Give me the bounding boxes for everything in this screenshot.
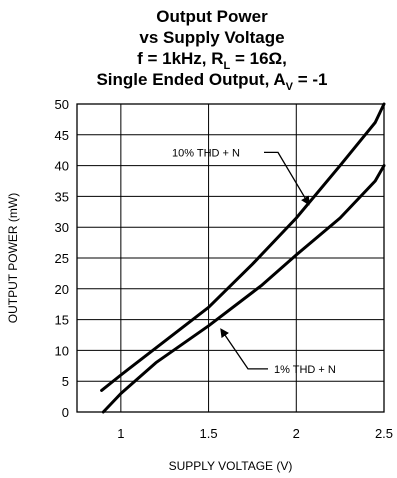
y-axis-label: OUTPUT POWER (mW) [6, 193, 20, 323]
plot-area-frame [76, 103, 385, 413]
y-tick-label: 35 [55, 189, 69, 204]
chart-title-line-4-main: Single Ended Output, A [96, 70, 285, 89]
leader-arrow-1pct-thd [220, 328, 268, 370]
leader-arrow-10pct-thd [264, 151, 310, 206]
x-tick-label: 1 [117, 426, 124, 441]
series-label-10pct-thd: 10% THD + N [172, 147, 240, 159]
x-tick-label: 2.5 [375, 426, 393, 441]
y-tick-label: 25 [55, 251, 69, 266]
chart-title-line-4-rest: = -1 [293, 70, 328, 89]
y-tick-label: 5 [62, 374, 69, 389]
y-tick-label: 45 [55, 128, 69, 143]
chart-title-line-2: vs Supply Voltage [139, 28, 284, 47]
chart-title: Output Power vs Supply Voltage f = 1kHz,… [96, 7, 327, 93]
y-tick-label: 20 [55, 282, 69, 297]
y-tick-label: 30 [55, 220, 69, 235]
y-tick-label: 0 [62, 405, 69, 420]
x-tick-label: 1.5 [200, 426, 218, 441]
chart-title-line-3-main: f = 1kHz, R [137, 49, 223, 68]
chart-series [100, 102, 386, 414]
axis-tick-labels: 0 5 10 15 20 25 30 35 40 45 50 1 1.5 2 2.5 [55, 97, 394, 441]
series-line-1pct-thd [101, 164, 386, 414]
x-axis-label: SUPPLY VOLTAGE (V) [169, 459, 293, 473]
series-line-10pct-thd [100, 102, 386, 392]
chart-title-line-4: Single Ended Output, AV = -1 [96, 70, 327, 93]
chart-title-line-3-rest: = 16Ω, [230, 49, 287, 68]
chart-annotations: 10% THD + N 1% THD + N [172, 147, 336, 376]
y-tick-label: 10 [55, 343, 69, 358]
y-tick-label: 50 [55, 97, 69, 112]
chart-title-line-1: Output Power [156, 7, 268, 26]
series-label-1pct-thd: 1% THD + N [274, 364, 336, 376]
x-tick-label: 2 [293, 426, 300, 441]
chart-title-line-4-subscript: V [286, 81, 294, 93]
chart-title-line-3: f = 1kHz, RL = 16Ω, [137, 49, 287, 72]
y-tick-label: 15 [55, 313, 69, 328]
y-tick-label: 40 [55, 159, 69, 174]
chart-title-line-3-subscript: L [224, 60, 231, 72]
